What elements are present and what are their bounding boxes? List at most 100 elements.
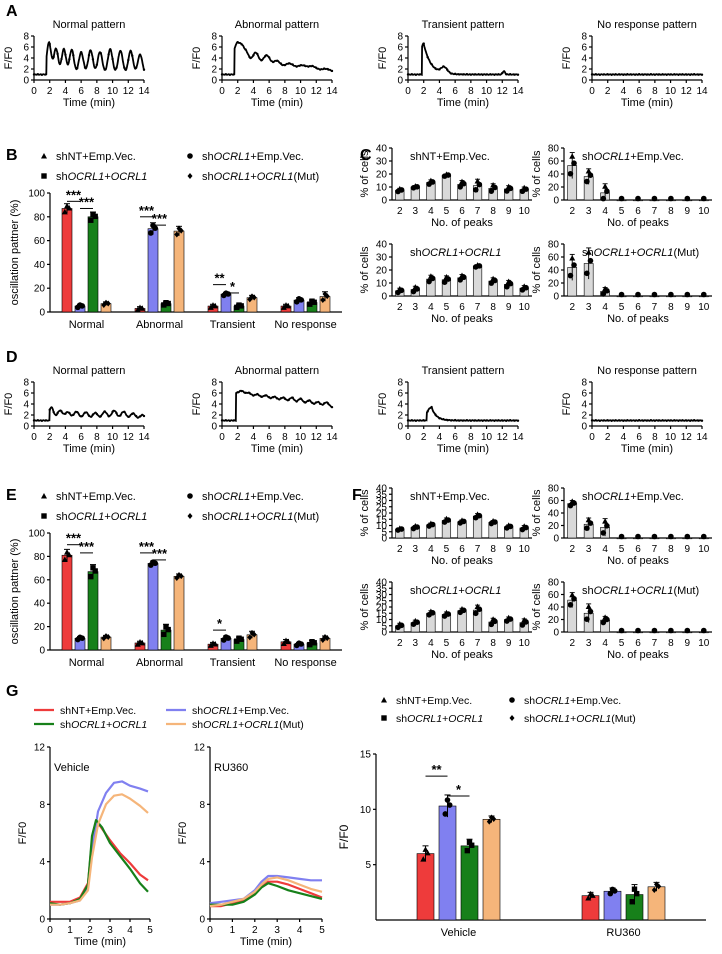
hist-title: shOCRL1+Emp.Vec.: [582, 151, 684, 163]
trace-point: [220, 419, 224, 422]
hist-tick-label: 9: [506, 302, 512, 313]
hist-y-tick-label: 25: [376, 596, 388, 607]
hist-point: [461, 607, 467, 614]
trace-point: [48, 408, 51, 411]
hist-tick-label: 2: [569, 544, 575, 555]
data-point: [298, 297, 305, 303]
trace-y-tick-label: 8: [397, 32, 403, 43]
trace-point: [68, 411, 71, 415]
g-line-xlabel: Time (min): [240, 936, 292, 948]
trace-y-tick-label: 2: [397, 411, 403, 422]
trace-point: [264, 55, 267, 58]
trace-x-tick-label: 10: [665, 86, 677, 97]
g-legend-label: shNT+Emp.Vec.: [60, 705, 136, 717]
hist-point: [523, 186, 529, 192]
trace-point: [422, 42, 425, 45]
data-point: [90, 565, 96, 571]
trace-y-tick-label: 0: [23, 76, 29, 87]
g-series-line: [50, 793, 149, 906]
hist-tick-label: 8: [490, 544, 496, 555]
trace-point: [87, 414, 91, 417]
hist-tick-label: 9: [506, 206, 512, 217]
trace-x-tick-label: 10: [295, 86, 307, 97]
hist-point: [635, 291, 641, 298]
bar-y-tick-label: 40: [34, 260, 46, 271]
hist-point: [651, 533, 658, 540]
trace-point: [626, 419, 629, 422]
hist-point: [476, 512, 483, 519]
trace-point: [493, 419, 496, 422]
trace-y-tick-label: 0: [23, 422, 29, 433]
g-line-x-tick-label: 0: [207, 925, 213, 936]
hist-tick-label: 5: [619, 206, 625, 217]
trace-xlabel: Time (min): [437, 443, 489, 455]
hist-point: [398, 526, 405, 532]
hist-ylabel: % of cells: [531, 583, 543, 631]
trace-ylabel: F/F0: [377, 393, 389, 416]
trace-point: [610, 419, 613, 422]
trace-point: [99, 415, 102, 418]
trace-point: [44, 73, 47, 76]
hist-tick-label: 4: [428, 302, 434, 313]
g-bar-legend-label: shOCRL1+OCRL1: [396, 713, 483, 725]
trace-point: [634, 419, 637, 422]
trace-point: [590, 419, 594, 422]
g-line-y-tick-label: 8: [199, 800, 205, 811]
trace-point: [127, 58, 130, 62]
trace-point: [442, 417, 445, 421]
g-line-ylabel: F/F0: [177, 822, 189, 845]
trace-point: [64, 53, 67, 56]
trace-x-tick-label: 14: [696, 432, 708, 443]
trace-x-tick-label: 6: [452, 432, 458, 443]
hist-point: [472, 186, 479, 193]
trace-point: [661, 419, 664, 422]
trace-point: [111, 57, 114, 61]
trace-y-tick-label: 6: [397, 389, 403, 400]
hist-tick-label: 7: [652, 206, 658, 217]
trace-ylabel: F/F0: [191, 47, 203, 70]
trace-point: [446, 418, 449, 422]
significance-label: ***: [79, 539, 95, 554]
trace-point: [32, 419, 36, 422]
hist-point: [571, 262, 577, 268]
significance-label: **: [214, 271, 225, 286]
bar: [482, 818, 501, 921]
significance-label: ***: [152, 546, 168, 561]
trace-point: [673, 73, 676, 76]
trace-y-tick-label: 8: [397, 378, 403, 389]
trace-point: [461, 419, 465, 422]
hist-point: [587, 172, 594, 178]
hist-tick-label: 2: [397, 638, 403, 649]
hist-tick-label: 8: [668, 638, 674, 649]
significance-label: *: [230, 279, 236, 294]
trace-x-tick-label: 8: [652, 432, 658, 443]
hist-point: [585, 249, 592, 255]
hist-point: [457, 184, 464, 190]
data-point: [631, 886, 638, 892]
hist-xlabel: No. of peaks: [607, 649, 669, 661]
trace-point: [453, 72, 457, 76]
trace-point: [311, 64, 314, 68]
legend-marker: [187, 513, 193, 519]
panel-label-B: B: [6, 147, 18, 164]
trace-y-tick-label: 2: [23, 411, 29, 422]
hist-title: shNT+Emp.Vec.: [410, 491, 490, 503]
hist-point: [441, 279, 448, 286]
data-point: [148, 230, 154, 236]
trace-point: [264, 394, 267, 397]
hist-tick-label: 7: [652, 544, 658, 555]
trace-x-tick-label: 2: [47, 432, 53, 443]
hist-tick-label: 6: [459, 302, 465, 313]
bar: [438, 805, 457, 921]
hist-y-tick-label: 80: [548, 484, 560, 495]
trace-x-tick-label: 12: [311, 86, 323, 97]
hist-tick-label: 9: [685, 302, 691, 313]
hist-y-tick-label: 40: [376, 578, 388, 589]
trace-point: [279, 62, 283, 65]
trace-point: [275, 397, 279, 400]
trace-point: [119, 49, 122, 53]
trace-x-tick-label: 4: [63, 86, 69, 97]
trace-y-tick-label: 4: [397, 400, 403, 411]
bar: [61, 208, 73, 313]
